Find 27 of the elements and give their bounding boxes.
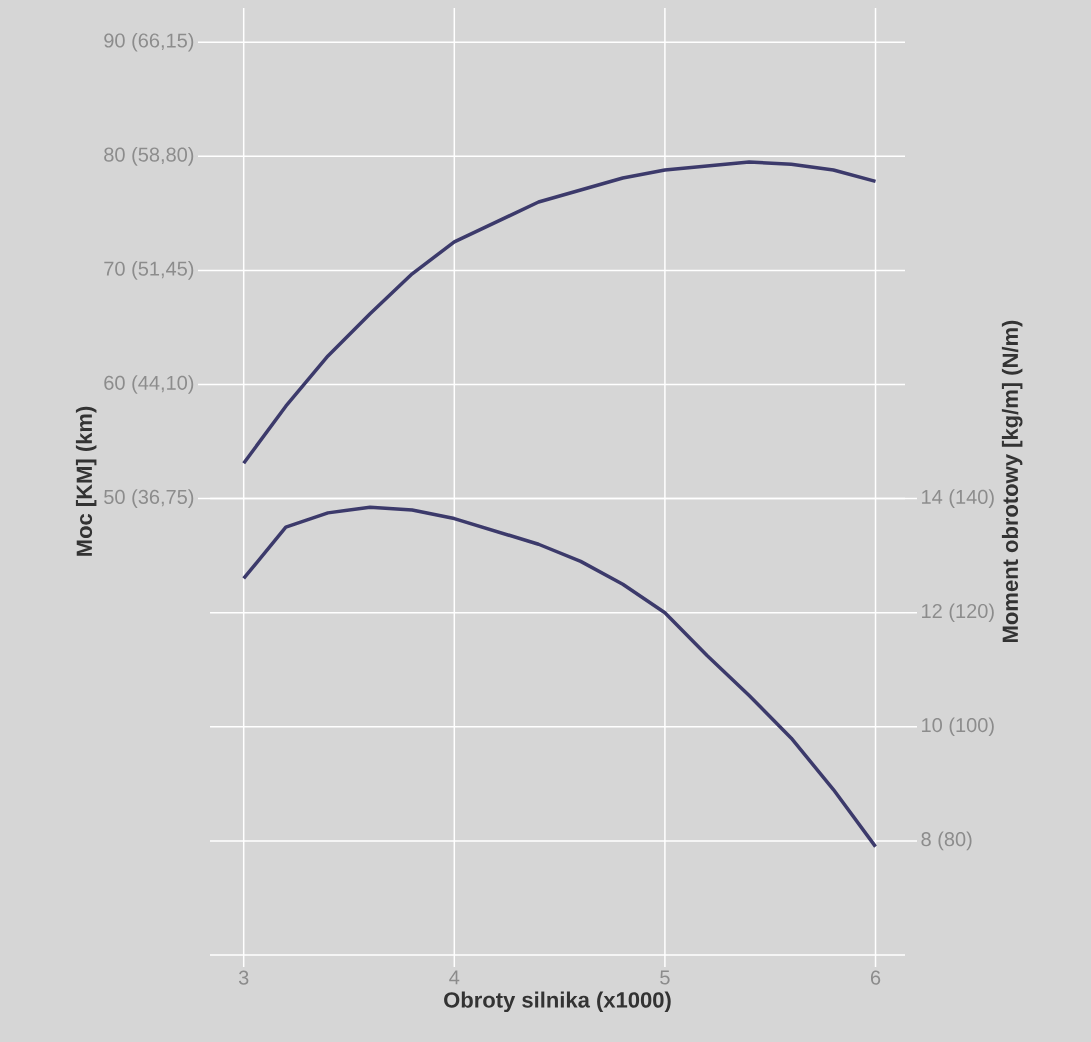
y2-tick-label: 8 [921,832,931,847]
text: (36,75) [132,489,194,508]
line-series [241,160,878,465]
y2-tick-label: 12 [922,603,942,618]
y2-tick-label: 10 [922,718,942,733]
x-axis-title: Obroty silnika (x1000) [444,991,671,1013]
text: (140) [949,489,994,508]
text: (44,10) [132,375,194,394]
y2-axis-title: Moment obrotowy [kg/m] (N/m) [1001,320,1023,642]
y-tick-label: 70 [104,261,125,276]
x-tick-label: 4 [449,970,460,985]
line-series [241,505,878,849]
y2-tick-label: 14 [922,490,943,504]
text: (51,45) [132,261,194,280]
text: (120) [949,603,994,623]
text: (80) [938,831,972,851]
x-tick-label: 5 [660,970,670,985]
y-axis-title: Moc [KM] (km) [75,406,97,556]
x-tick-label: 6 [870,970,881,985]
x-tick-label: 3 [238,970,249,985]
y-tick-label: 90 [104,33,125,48]
text: (100) [949,717,994,737]
text: (58,80) [132,147,194,166]
y-tick-label: 80 [104,147,125,162]
y-tick-label: 50 [104,489,125,504]
text: (66,15) [132,32,194,52]
y-tick-label: 60 [104,375,125,390]
